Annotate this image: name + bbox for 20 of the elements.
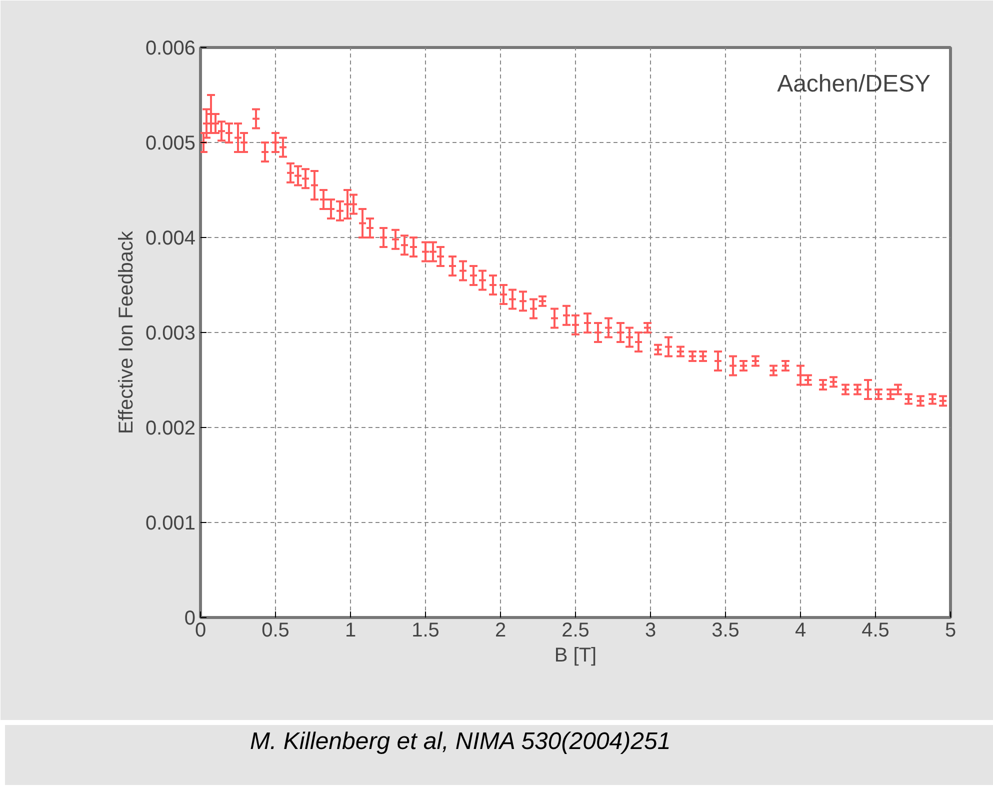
text: M. Killenberg et al, NIMA 530(2004)251 bbox=[250, 727, 671, 757]
y-tick-label: 0.002 bbox=[145, 418, 196, 440]
y-tick-label: 0.004 bbox=[145, 228, 196, 250]
y-tick-label: 0.003 bbox=[145, 322, 196, 344]
x-axis-title: B [T] bbox=[554, 644, 597, 666]
x-tick-label: 3.5 bbox=[712, 620, 740, 642]
x-tick-label: 4.5 bbox=[862, 620, 890, 642]
annotation: Aachen/DESY bbox=[777, 70, 930, 98]
y-tick-label: 0.005 bbox=[145, 132, 196, 154]
y-tick-label: 0.006 bbox=[145, 38, 196, 60]
x-tick-label: 1 bbox=[344, 620, 356, 642]
y-tick-label: 0.001 bbox=[145, 512, 196, 534]
y-axis-title: Effective Ion Feedback bbox=[115, 230, 138, 434]
x-tick-label: 3 bbox=[644, 620, 656, 642]
x-tick-label: 2.5 bbox=[562, 620, 590, 642]
x-tick-label: 4 bbox=[794, 620, 806, 642]
x-tick-label: 0.5 bbox=[262, 620, 290, 642]
x-tick-label: 5 bbox=[944, 620, 956, 642]
x-tick-label: 2 bbox=[494, 620, 506, 642]
x-tick-label: 1.5 bbox=[412, 620, 440, 642]
